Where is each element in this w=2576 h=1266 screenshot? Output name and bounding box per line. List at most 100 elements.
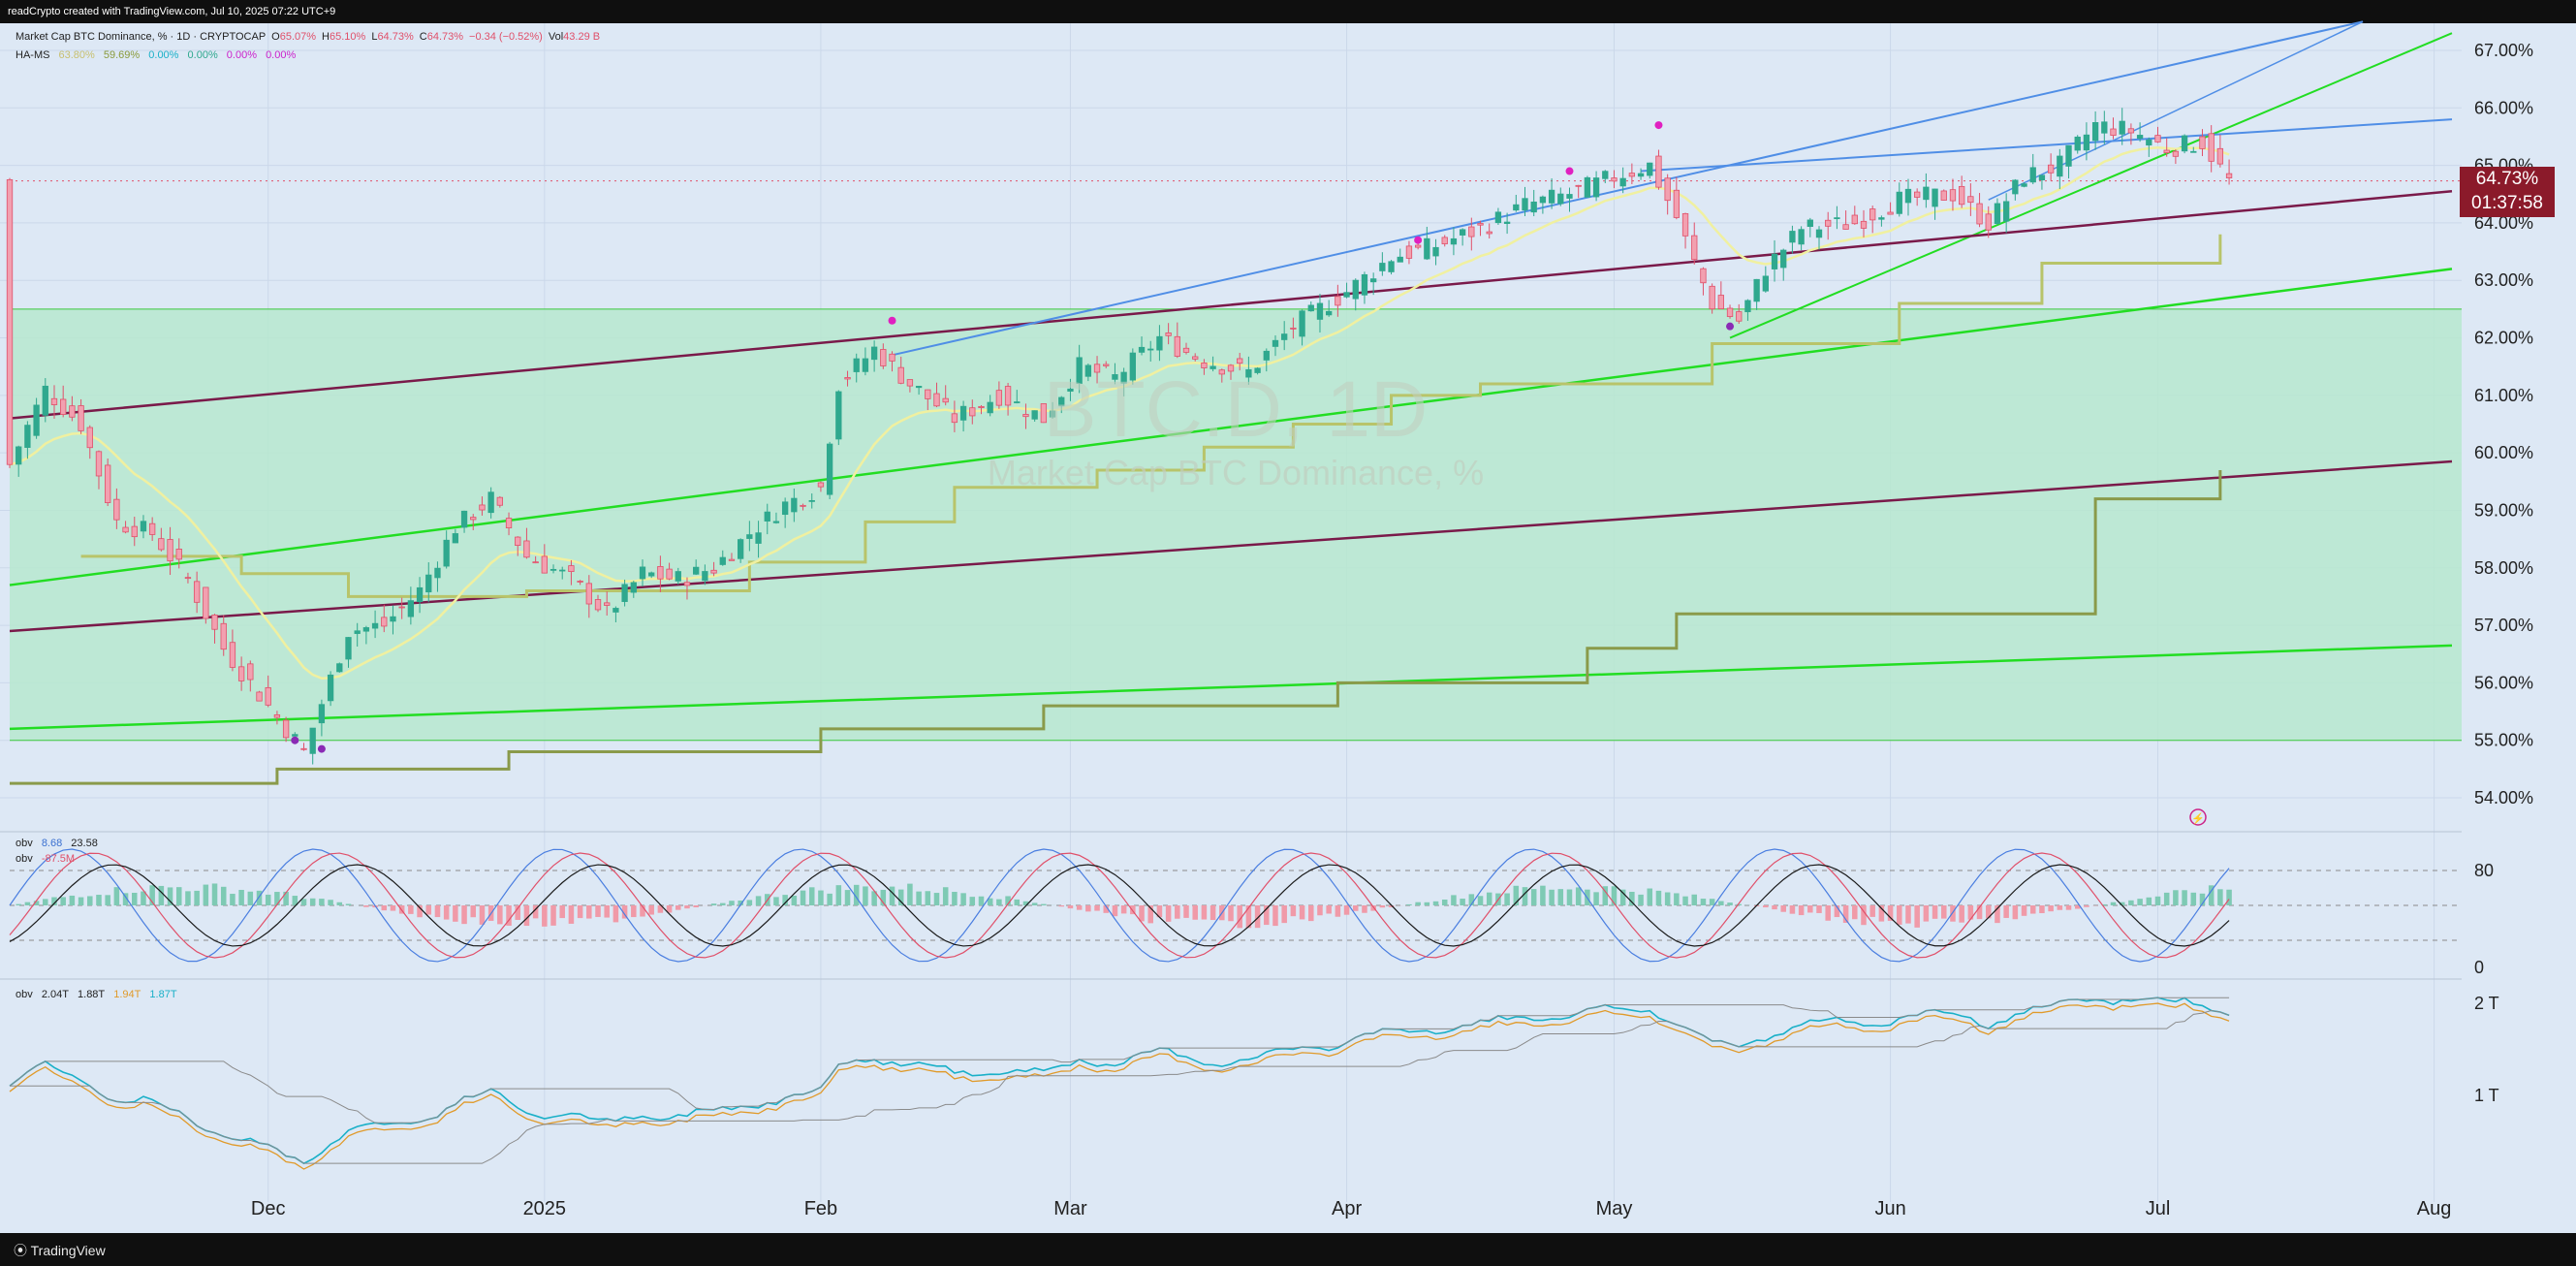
candle-body: [2190, 150, 2197, 153]
lightning-alert-icon[interactable]: [2189, 808, 2207, 826]
histogram-bar: [863, 886, 868, 905]
candle-body: [1290, 327, 1297, 330]
pane2-legend[interactable]: obv 8.68 23.58: [16, 838, 104, 849]
symbol-name[interactable]: Market Cap BTC Dominance, % · 1D · CRYPT…: [16, 31, 267, 43]
candle-body: [2146, 139, 2152, 146]
candle-body: [791, 497, 798, 513]
candle-body: [300, 747, 307, 750]
histogram-bar: [1353, 905, 1359, 911]
histogram-bar: [470, 905, 477, 918]
candle-body: [1503, 221, 1511, 224]
candle-body: [889, 353, 895, 362]
candle-body: [50, 397, 58, 405]
candle-body: [897, 366, 904, 384]
candle-body: [247, 663, 254, 680]
candle-body: [2154, 135, 2161, 142]
candle-body: [1067, 388, 1074, 392]
histogram-bar: [1727, 902, 1733, 905]
stair-fast: [80, 234, 2222, 598]
candle-body: [728, 558, 736, 561]
pane3-legend[interactable]: obv 2.04T 1.88T 1.94T 1.87T: [16, 989, 183, 1000]
candle-body: [1414, 244, 1422, 248]
histogram-bar: [1861, 905, 1867, 926]
histogram-bar: [1362, 905, 1367, 913]
indicator-legend[interactable]: HA-MS 63.80% 59.69% 0.00% 0.00% 0.00% 0.…: [16, 49, 301, 61]
obv-line: [9, 997, 2230, 1165]
candle-body: [1611, 177, 1618, 182]
histogram-bar: [1201, 905, 1208, 920]
candle-body: [381, 617, 388, 627]
candle-body: [764, 511, 770, 522]
pane2-name-1[interactable]: obv: [16, 838, 33, 849]
indicator-name[interactable]: HA-MS: [16, 49, 50, 61]
histogram-bar: [666, 905, 673, 913]
candle-body: [1762, 275, 1769, 292]
histogram-bar: [2128, 900, 2134, 905]
symbol-legend[interactable]: Market Cap BTC Dominance, % · 1D · CRYPT…: [16, 31, 606, 43]
candle-body: [1299, 310, 1305, 337]
histogram-bar: [265, 894, 271, 905]
candle-body: [1834, 217, 1840, 220]
candle-body: [1174, 335, 1180, 357]
histogram-bar: [755, 896, 762, 905]
candle-body: [959, 405, 967, 421]
histogram-bar: [1308, 905, 1314, 922]
oscillator-fast: [9, 848, 2230, 963]
histogram-bar: [1272, 905, 1278, 927]
histogram-bar: [835, 885, 842, 905]
histogram-bar: [1629, 891, 1635, 905]
time-tick-label: Jun: [1874, 1198, 1905, 1219]
histogram-bar: [1923, 905, 1930, 922]
histogram-bar: [1985, 905, 1992, 919]
candle-body: [479, 504, 486, 511]
histogram-bar: [1156, 905, 1163, 918]
candle-body: [1655, 155, 1662, 188]
histogram-bar: [1183, 905, 1189, 918]
histogram-bar: [720, 902, 726, 905]
candle-body: [1201, 363, 1208, 368]
candle-body: [1940, 190, 1947, 201]
tradingview-logo[interactable]: ⦿ TradingView: [14, 1243, 106, 1258]
candle-body: [1717, 295, 1724, 310]
histogram-bar: [604, 905, 610, 918]
histogram-bar: [542, 905, 548, 927]
histogram-bar: [1932, 905, 1938, 919]
candle-body: [6, 178, 14, 465]
pane3-name[interactable]: obv: [16, 989, 33, 1000]
high-label: H: [322, 31, 330, 43]
candle-body: [2136, 135, 2144, 140]
histogram-bar: [1041, 903, 1047, 905]
candle-body: [702, 571, 708, 582]
candle-body: [1967, 196, 1974, 204]
histogram-bar: [1772, 905, 1777, 910]
candle-body: [1869, 208, 1876, 221]
histogram-bar: [2182, 890, 2187, 905]
maroon-channel-bottom: [9, 459, 2453, 633]
pane2-name-2[interactable]: obv: [16, 853, 33, 865]
bar-countdown: 01:37:58: [2471, 193, 2543, 213]
price-axis: 54.00% 55.00% 56.00% 57.00% 58.00% 59.00% 60.0…: [2474, 41, 2533, 807]
candle-body: [1736, 311, 1743, 322]
candle-body: [1093, 364, 1101, 373]
histogram-bar: [1647, 888, 1653, 905]
time-tick-label: May: [1596, 1198, 1633, 1219]
histogram-bar: [1780, 905, 1786, 912]
histogram-bar: [175, 887, 182, 905]
histogram-bar: [87, 896, 93, 905]
candle-body: [826, 443, 833, 495]
pane2-legend-2[interactable]: obv -87.5M: [16, 853, 80, 865]
candle-body: [327, 674, 334, 702]
histogram-bar: [693, 905, 699, 907]
time-tick-label: 2025: [523, 1198, 567, 1219]
histogram-bar: [818, 890, 824, 905]
candle-body: [1405, 245, 1413, 259]
candle-body: [621, 584, 628, 602]
histogram-bar: [506, 905, 512, 926]
candle-body: [2038, 174, 2046, 181]
histogram-bar: [1575, 887, 1582, 905]
histogram-bar: [1557, 889, 1564, 905]
histogram-bar: [1842, 905, 1849, 923]
last-price-label: 64.73% 01:37:58: [2460, 167, 2555, 217]
histogram-bar: [2217, 889, 2223, 905]
